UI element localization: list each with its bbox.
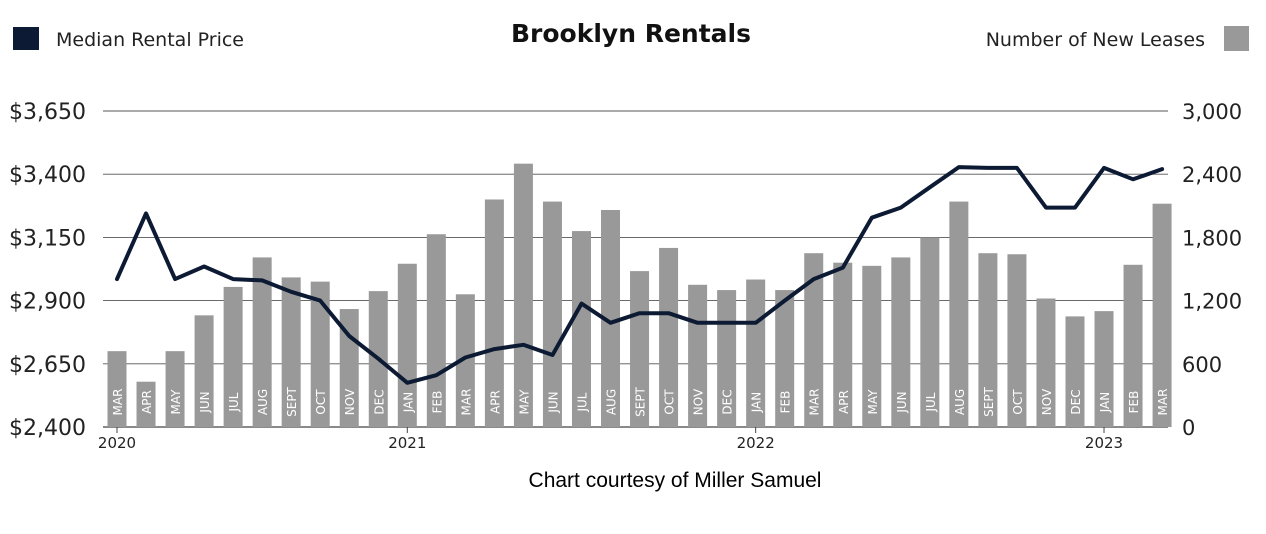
bar — [484, 199, 504, 427]
bar — [1094, 311, 1114, 427]
x-axis: 2020 2021 2022 2023 — [98, 427, 1123, 452]
left-axis-tick-label: $2,900 — [9, 290, 86, 315]
year-label: 2022 — [737, 434, 775, 452]
category-label: FEB — [1127, 391, 1141, 414]
bar — [862, 265, 882, 427]
legend-bar-label: Number of New Leases — [986, 29, 1205, 51]
legend-line-swatch — [13, 27, 39, 50]
category-label: MAY — [169, 389, 183, 415]
category-label: APR — [837, 390, 851, 414]
bar — [542, 201, 562, 427]
category-label: OCT — [314, 389, 328, 415]
right-axis-tick-label: 0 — [1182, 416, 1195, 440]
category-label: JUN — [198, 391, 212, 413]
category-label: JUL — [227, 392, 241, 412]
category-label: AUG — [256, 389, 270, 415]
right-axis-tick-label: 1,200 — [1182, 290, 1242, 314]
category-label: OCT — [1011, 389, 1025, 415]
category-label: APR — [488, 390, 502, 414]
bar — [455, 294, 475, 427]
bar — [1036, 298, 1056, 427]
category-label: JAN — [1098, 392, 1112, 414]
bar — [746, 279, 766, 427]
left-axis-tick-label: $2,650 — [9, 353, 86, 378]
category-label: DEC — [372, 389, 386, 414]
category-label: MAR — [1156, 389, 1170, 416]
bar — [571, 231, 591, 427]
bar — [397, 263, 417, 427]
category-label: MAY — [517, 389, 531, 415]
bar — [775, 290, 795, 427]
bar — [1007, 254, 1027, 427]
bar — [194, 315, 214, 427]
chart-title: Brooklyn Rentals — [511, 19, 751, 48]
year-label: 2021 — [388, 434, 426, 452]
line-series — [115, 165, 1165, 385]
year-label: 2020 — [98, 434, 136, 452]
legend-line-label: Median Rental Price — [56, 29, 244, 51]
category-label: SEPT — [634, 386, 648, 416]
bar — [136, 381, 156, 427]
year-label: 2023 — [1085, 434, 1123, 452]
category-label: NOV — [692, 388, 706, 415]
median-price-line — [115, 165, 1165, 385]
left-axis: $3,650 $3,400 $3,150 $2,900 $2,650 $2,400 — [9, 100, 86, 441]
bar — [310, 281, 330, 427]
category-label: MAR — [111, 389, 125, 416]
legend-bar-swatch — [1224, 26, 1249, 51]
category-label: NOV — [1040, 388, 1054, 415]
category-label: JUN — [895, 391, 909, 413]
bar — [252, 257, 272, 427]
category-label: JUL — [575, 392, 589, 412]
category-label: JAN — [401, 392, 415, 414]
bar — [281, 277, 301, 427]
bar — [891, 257, 911, 427]
category-label: AUG — [953, 389, 967, 415]
category-label: APR — [140, 390, 154, 414]
category-label: NOV — [343, 388, 357, 415]
right-axis-tick-label: 3,000 — [1182, 100, 1242, 124]
right-axis-tick-label: 1,800 — [1182, 226, 1242, 250]
category-label: JUN — [546, 391, 560, 413]
bar — [949, 201, 969, 427]
category-label: FEB — [430, 391, 444, 414]
right-axis-tick-label: 600 — [1182, 353, 1222, 377]
bar — [804, 253, 824, 427]
category-label: MAR — [459, 389, 473, 416]
left-axis-tick-label: $2,400 — [9, 416, 86, 441]
category-label: OCT — [663, 389, 677, 415]
chart-caption: Chart courtesy of Miller Samuel — [529, 469, 822, 492]
left-axis-tick-label: $3,400 — [9, 163, 86, 188]
bar — [630, 271, 650, 427]
category-label: JUL — [924, 392, 938, 412]
bar — [165, 351, 185, 427]
right-axis: 3,000 2,400 1,800 1,200 600 0 — [1182, 100, 1242, 440]
right-axis-tick-label: 2,400 — [1182, 163, 1242, 187]
bar — [920, 237, 940, 427]
bar — [978, 253, 998, 427]
category-label: FEB — [779, 391, 793, 414]
category-label: JAN — [750, 392, 764, 414]
bar-series: MAR APR MAY JUN JUL AUG SEPT OCT NOV DEC JAN FEB MAR… — [107, 163, 1172, 427]
category-label: AUG — [605, 389, 619, 415]
bar — [601, 210, 621, 427]
bar — [1123, 264, 1143, 427]
category-label: SEPT — [285, 386, 299, 416]
category-label: MAY — [866, 389, 880, 415]
bar — [513, 163, 533, 427]
category-label: DEC — [1069, 389, 1083, 414]
bar — [833, 262, 853, 427]
category-label: DEC — [721, 389, 735, 414]
bar — [1065, 316, 1085, 427]
bar — [426, 234, 446, 427]
bar — [1152, 203, 1172, 427]
category-label: SEPT — [982, 386, 996, 416]
bar — [659, 247, 679, 427]
category-label: MAR — [808, 389, 822, 416]
left-axis-tick-label: $3,150 — [9, 226, 86, 251]
bar — [107, 351, 127, 427]
bar — [223, 286, 243, 427]
left-axis-tick-label: $3,650 — [9, 100, 86, 125]
